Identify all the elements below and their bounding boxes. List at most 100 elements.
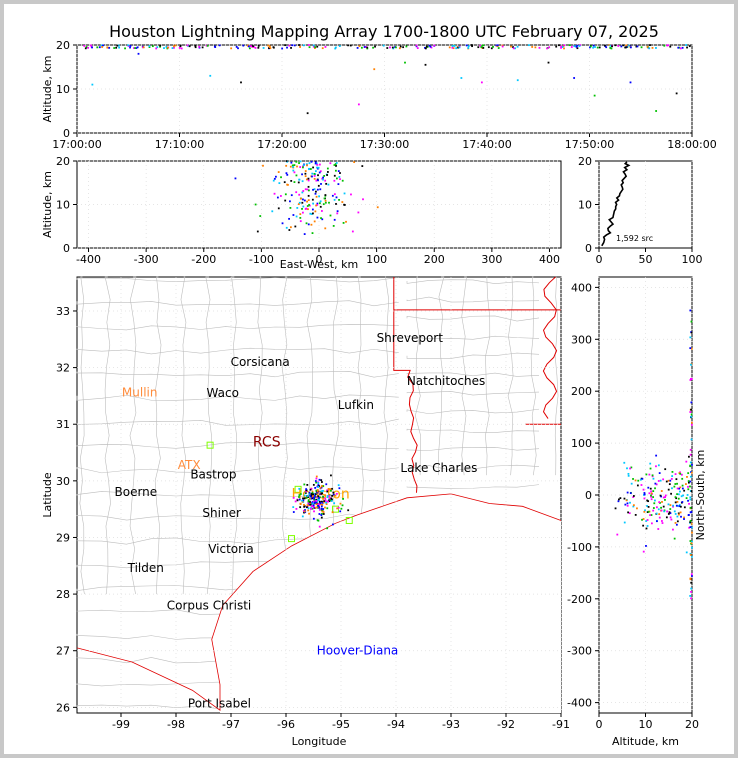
top-band-source-point: [457, 46, 460, 49]
east-west-source-point: [342, 222, 345, 224]
north-south-source-point: [650, 494, 652, 497]
map-source-point: [313, 497, 315, 500]
top-band-source-point: [604, 44, 606, 47]
map-source-point: [310, 494, 313, 497]
north-south-source-point: [648, 473, 651, 476]
top-band-source-point: [257, 45, 260, 47]
north-south-edge-point: [689, 461, 692, 464]
top-band-source-point: [598, 46, 601, 49]
map-source-point: [305, 488, 308, 491]
top-band-source-point: [151, 45, 154, 48]
north-south-source-point: [681, 484, 684, 487]
place-label: Corsicana: [231, 355, 290, 369]
map-source-point: [320, 479, 323, 482]
county-line: [76, 347, 399, 355]
north-south-y-tick-label: 300: [571, 333, 592, 346]
map-source-point: [318, 508, 321, 511]
map-source-point: [303, 505, 306, 508]
top-band-source-point: [620, 45, 623, 48]
north-south-edge-point: [690, 331, 693, 334]
east-west-source-point: [361, 165, 364, 167]
east-west-source-point: [285, 160, 288, 162]
map-source-point: [326, 496, 329, 499]
map-source-point: [317, 484, 320, 486]
east-west-source-point: [307, 223, 310, 226]
north-south-source-point: [646, 499, 649, 502]
east-west-source-point: [295, 160, 298, 163]
north-south-source-point: [687, 485, 689, 488]
north-south-edge-point: [690, 490, 693, 493]
north-south-xlabel: Altitude, km: [612, 735, 679, 748]
tx-la-border: [393, 279, 418, 493]
map-source-point: [331, 494, 333, 497]
top-band-source-point: [205, 44, 208, 47]
time-axis-tick-label: 17:10:00: [155, 138, 204, 151]
map-source-point: [318, 496, 321, 499]
top-band-source-point: [455, 47, 458, 50]
north-south-source-point: [679, 486, 682, 489]
east-west-source-point: [286, 173, 289, 176]
top-band-source-point: [290, 47, 292, 49]
map-source-point: [312, 504, 315, 507]
top-band-source-point: [299, 46, 301, 48]
map-source-point: [321, 510, 324, 513]
east-west-y-tick-label: 0: [63, 242, 70, 255]
north-south-edge-point: [689, 595, 692, 597]
east-west-source-point: [314, 210, 317, 213]
north-south-source-point: [660, 506, 662, 509]
east-west-source-point: [338, 176, 341, 178]
east-west-source-point: [376, 206, 379, 209]
north-south-source-point: [661, 520, 663, 522]
map-source-point: [321, 503, 324, 506]
map-source-point: [310, 508, 312, 510]
top-band-source-point: [134, 47, 137, 49]
east-west-source-point: [323, 197, 326, 200]
north-south-source-point: [690, 526, 693, 529]
north-south-source-point: [687, 481, 690, 484]
north-south-source-point: [689, 485, 691, 488]
map-source-point: [330, 497, 333, 500]
map-source-point: [331, 487, 333, 490]
map-source-point: [315, 496, 318, 499]
north-south-edge-point: [689, 309, 692, 312]
map-source-point: [303, 511, 305, 514]
east-west-source-point: [317, 166, 320, 169]
north-south-source-point: [641, 477, 644, 480]
north-south-source-point: [669, 479, 672, 482]
east-west-source-point: [307, 179, 310, 182]
north-south-edge-point: [690, 573, 693, 576]
east-west-source-point: [324, 199, 327, 202]
top-band-source-point: [629, 46, 632, 49]
map-source-point: [322, 501, 325, 504]
top-band-source-point: [451, 45, 454, 47]
sensor-station-marker: [288, 535, 295, 543]
north-south-source-point: [678, 487, 680, 490]
parish-line: [485, 276, 491, 476]
north-south-source-point: [645, 545, 647, 547]
north-south-edge-point: [690, 590, 692, 593]
map-source-point: [316, 519, 319, 522]
map-source-point: [319, 503, 322, 506]
top-band-source-point: [487, 46, 490, 49]
east-west-source-point: [292, 166, 294, 168]
top-band-source-point: [453, 45, 456, 47]
gulf-water: [211, 493, 561, 713]
east-west-source-point: [314, 161, 317, 164]
east-west-source-point: [326, 174, 329, 176]
longitude-tick-label: -99: [112, 718, 130, 731]
top-band-source-point: [448, 46, 451, 49]
east-west-y-tick-label: 20: [56, 155, 70, 168]
map-source-point: [332, 491, 335, 494]
north-south-source-point: [658, 472, 661, 474]
north-south-source-point: [675, 523, 678, 526]
east-west-source-point: [335, 203, 337, 205]
north-south-y-tick-label: 200: [571, 385, 592, 398]
north-south-edge-point: [691, 540, 693, 543]
map-source-point: [298, 498, 301, 501]
map-source-point: [319, 502, 322, 505]
parish-line: [461, 276, 467, 476]
map-source-point: [340, 507, 343, 510]
top-band-source-point: [605, 46, 608, 49]
north-south-source-point: [645, 473, 648, 476]
